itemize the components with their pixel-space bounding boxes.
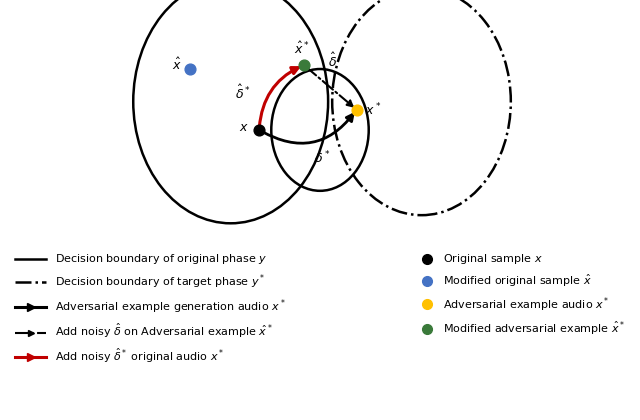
Text: $\hat{\delta}^*$: $\hat{\delta}^*$	[235, 84, 251, 102]
Text: $\hat{\delta}$: $\hat{\delta}$	[328, 52, 337, 70]
Point	[351, 106, 362, 113]
Point	[299, 62, 309, 68]
Text: $\delta^*$: $\delta^*$	[314, 150, 330, 167]
FancyArrowPatch shape	[259, 68, 298, 127]
Text: $\hat{x}$: $\hat{x}$	[172, 57, 182, 73]
Legend: Original sample $x$, Modified original sample $\hat{x}$, Adversarial example aud: Original sample $x$, Modified original s…	[417, 249, 628, 341]
Point	[254, 126, 264, 133]
Text: $\hat{x}^*$: $\hat{x}^*$	[294, 41, 310, 57]
FancyArrowPatch shape	[262, 114, 353, 143]
Text: $x^*$: $x^*$	[365, 101, 381, 118]
Text: $x$: $x$	[239, 121, 249, 134]
FancyArrowPatch shape	[306, 67, 353, 106]
Point	[185, 66, 195, 72]
